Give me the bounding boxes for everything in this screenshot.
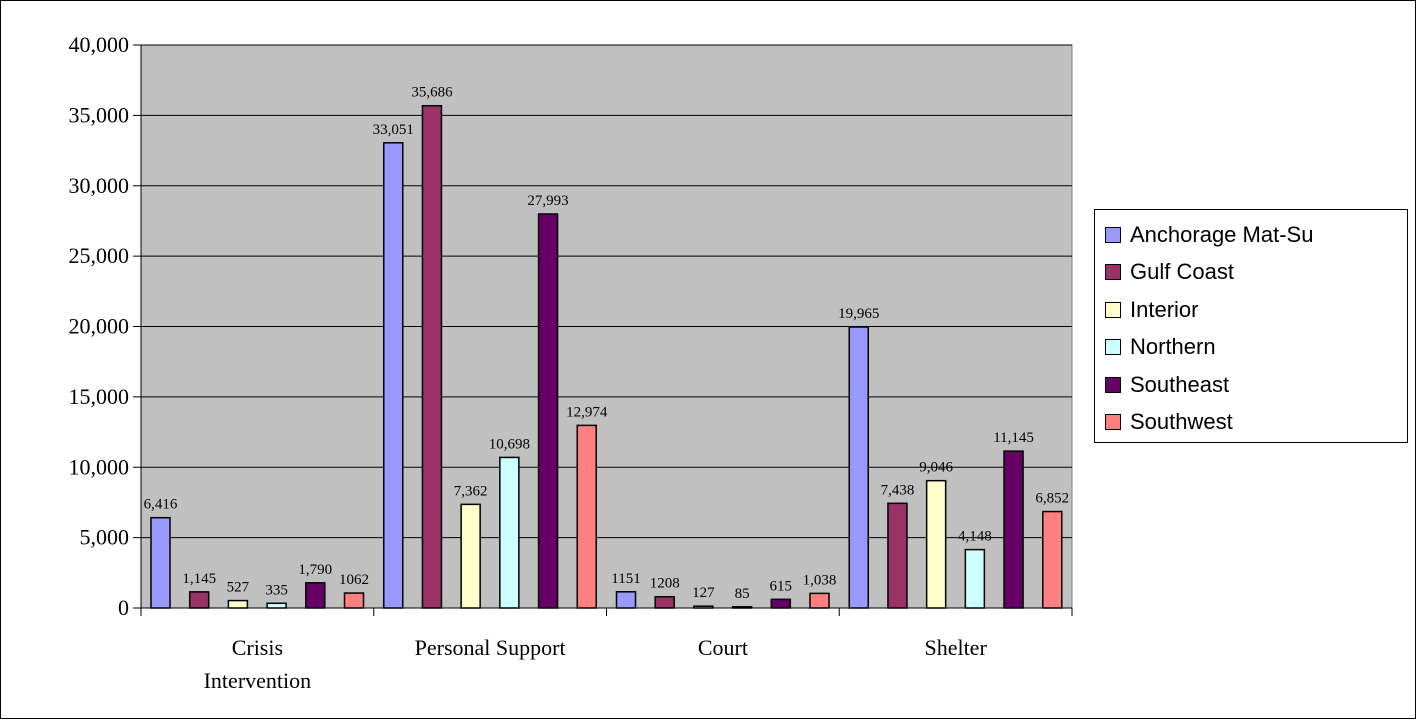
legend-label: Gulf Coast (1130, 259, 1234, 285)
bar (1042, 510, 1063, 609)
legend-swatch (1105, 414, 1121, 431)
y-tick-label: 5,000 (80, 525, 130, 550)
bar (615, 591, 637, 609)
x-category-label: Crisis Intervention (204, 635, 312, 693)
y-tick-label: 10,000 (69, 454, 130, 479)
data-label: 85 (735, 586, 750, 602)
x-category-label: Personal Support (415, 635, 566, 660)
x-category-label: Shelter (924, 635, 987, 660)
x-category-label: Court (698, 635, 748, 660)
legend-swatch (1105, 339, 1121, 356)
y-tick-label: 40,000 (69, 32, 130, 57)
data-label: 27,993 (527, 193, 568, 209)
data-label: 11,145 (993, 430, 1034, 446)
data-label: 1,145 (182, 571, 216, 587)
legend-label: Northern (1130, 334, 1216, 360)
bar (421, 104, 443, 609)
bar (887, 502, 908, 609)
bar (305, 582, 326, 609)
bar (809, 592, 830, 609)
y-tick-label: 25,000 (69, 243, 130, 268)
data-label: 35,686 (411, 85, 453, 101)
bar (576, 424, 597, 609)
legend-item: Northern (1105, 329, 1407, 367)
legend-swatch (1105, 301, 1121, 318)
data-label: 12,974 (566, 404, 608, 420)
data-label: 527 (227, 580, 250, 596)
data-label: 10,698 (489, 436, 530, 452)
data-label: 1208 (650, 576, 680, 592)
bar (770, 598, 792, 609)
bar (654, 595, 675, 609)
legend-item: Gulf Coast (1105, 254, 1407, 292)
bar (343, 592, 365, 609)
bar (693, 605, 714, 609)
legend-swatch (1105, 376, 1121, 393)
chart-legend: Anchorage Mat-Su Gulf Coast Interior Northe… (1094, 209, 1408, 443)
data-label: 19,965 (838, 306, 879, 322)
legend-item: Southwest (1105, 404, 1407, 442)
data-label: 9,046 (919, 460, 953, 476)
bar (227, 599, 249, 609)
data-label: 7,362 (454, 483, 488, 499)
y-tick-label: 35,000 (69, 102, 130, 127)
legend-swatch (1105, 264, 1121, 281)
bar (537, 213, 559, 609)
bar (383, 142, 404, 609)
y-tick-label: 20,000 (69, 314, 130, 339)
y-tick-label: 0 (118, 595, 129, 620)
y-tick-label: 30,000 (69, 173, 130, 198)
bar (460, 503, 481, 609)
data-label: 6,416 (144, 497, 178, 513)
data-label: 127 (692, 585, 715, 601)
data-label: 1,038 (803, 572, 837, 588)
bar (150, 516, 171, 609)
bar (188, 591, 210, 609)
data-label: 33,051 (373, 122, 414, 138)
legend-label: Southeast (1130, 371, 1230, 397)
data-label: 1,790 (298, 562, 332, 578)
data-label: 4,148 (958, 529, 992, 545)
legend-label: Interior (1130, 296, 1199, 322)
bar (731, 606, 753, 609)
bar (1003, 450, 1024, 609)
bar (848, 326, 869, 609)
bar (925, 479, 947, 609)
data-label: 615 (770, 578, 793, 594)
bar (266, 602, 287, 609)
legend-label: Southwest (1130, 409, 1233, 435)
bar (499, 456, 520, 609)
data-label: 1062 (339, 572, 369, 588)
data-label: 335 (265, 582, 288, 598)
bar (964, 548, 986, 609)
legend-label: Anchorage Mat-Su (1130, 221, 1314, 247)
legend-swatch (1105, 226, 1121, 243)
data-label: 7,438 (881, 482, 915, 498)
data-label: 1151 (611, 571, 640, 587)
legend-item: Anchorage Mat-Su (1105, 216, 1407, 254)
data-label: 6,852 (1035, 491, 1069, 507)
legend-item: Interior (1105, 291, 1407, 329)
legend-item: Southeast (1105, 366, 1407, 404)
y-tick-label: 15,000 (69, 384, 130, 409)
